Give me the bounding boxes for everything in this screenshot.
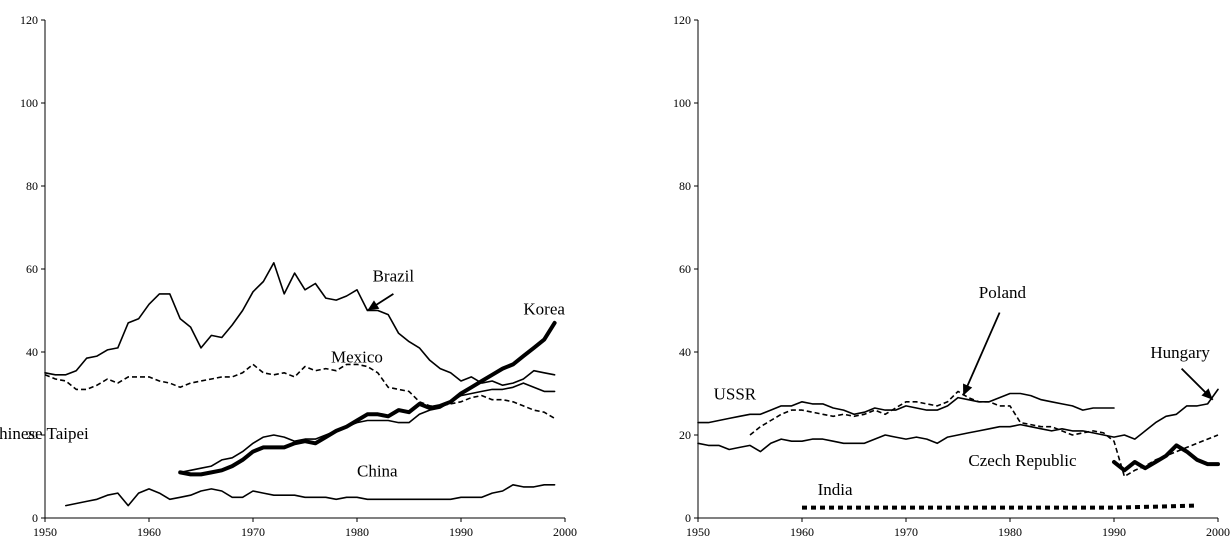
x-tick-label: 1950: [686, 525, 710, 539]
x-tick-label: 1980: [345, 525, 369, 539]
left-chart-panel: 0 20 40 60 80 100 120 1950 1960 1970 1980 1990 2000 B…: [0, 13, 577, 539]
series-label-chinese-taipei: Chinese Taipei: [0, 424, 89, 443]
x-tick-label: 1970: [241, 525, 265, 539]
x-tick-label: 1980: [998, 525, 1022, 539]
y-tick-label: 20: [26, 428, 38, 442]
series-line-chinese-taipei: [179, 382, 556, 474]
y-tick-label: 60: [679, 262, 691, 276]
y-tick-label: 0: [685, 511, 691, 525]
y-tick-label: 120: [20, 13, 38, 27]
arrow-head: [1201, 388, 1213, 400]
y-tick-label: 80: [679, 179, 691, 193]
y-tick-label: 80: [26, 179, 38, 193]
series-line-china: [65, 484, 556, 507]
series-label-czech-republic: Czech Republic: [968, 451, 1077, 470]
series-label-ussr: USSR: [714, 385, 757, 404]
right-chart-panel: 0 20 40 60 80 100 120 1950 1960 1970 1980 1990 2000 P…: [673, 13, 1230, 539]
series-label-korea: Korea: [523, 300, 565, 319]
x-tick-label: 1990: [1102, 525, 1126, 539]
series-label-poland: Poland: [979, 283, 1027, 302]
series-line-mexico: [44, 363, 556, 420]
series-line-korea: [178, 320, 557, 477]
y-tick-label: 0: [32, 511, 38, 525]
y-tick-label: 40: [26, 345, 38, 359]
series-label-india: India: [818, 480, 853, 499]
y-tick-label: 40: [679, 345, 691, 359]
y-tick-label: 100: [20, 96, 38, 110]
arrow-head: [963, 383, 973, 396]
series-line-brazil: [44, 262, 556, 386]
y-tick-label: 100: [673, 96, 691, 110]
x-tick-label: 1960: [790, 525, 814, 539]
series-line-czech-republic: [1112, 443, 1220, 473]
series-label-hungary: Hungary: [1150, 343, 1210, 362]
series-line-india: [802, 503, 1198, 510]
y-tick-label: 20: [679, 428, 691, 442]
x-tick-label: 1990: [449, 525, 473, 539]
x-tick-label: 1950: [33, 525, 57, 539]
series-label-china: China: [357, 462, 398, 481]
x-tick-label: 1970: [894, 525, 918, 539]
series-line-hungary: [697, 388, 1219, 453]
y-tick-label: 60: [26, 262, 38, 276]
x-tick-label: 2000: [1206, 525, 1230, 539]
arrow-head: [367, 300, 380, 311]
x-tick-label: 1960: [137, 525, 161, 539]
series-line-ussr: [697, 392, 1115, 424]
annotation-arrow: [962, 312, 1001, 396]
series-label-mexico: Mexico: [331, 347, 383, 366]
y-tick-label: 120: [673, 13, 691, 27]
x-tick-label: 2000: [553, 525, 577, 539]
series-label-brazil: Brazil: [373, 266, 415, 285]
